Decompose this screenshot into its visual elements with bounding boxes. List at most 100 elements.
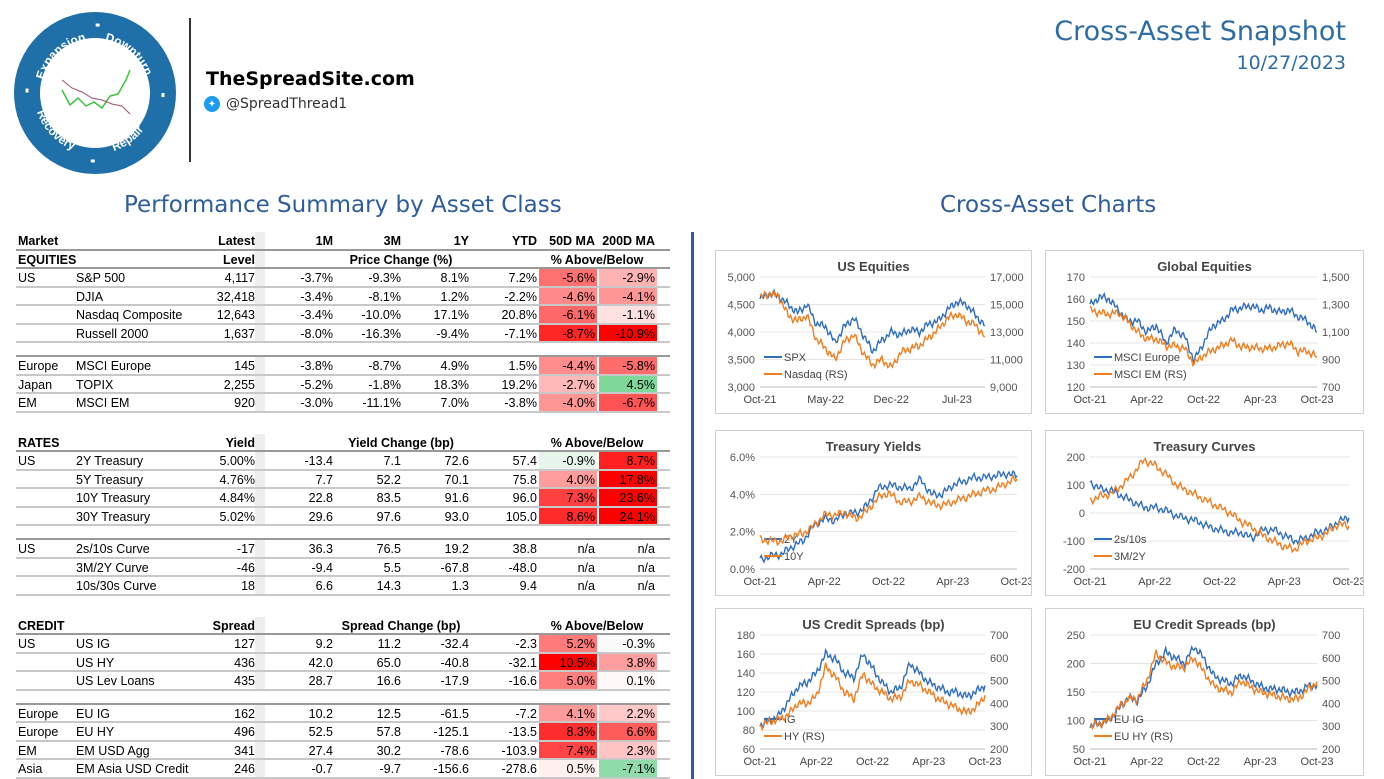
y-tick-left: 4,000: [727, 327, 755, 339]
y-tick-left: -200: [1063, 564, 1085, 576]
row-ma50: 7.4%: [539, 741, 597, 758]
section-label: RATES: [18, 435, 60, 450]
site-name[interactable]: TheSpreadSite.com: [206, 68, 415, 90]
table-row: US 2s/10s Curve -17 36.3 76.5 19.2 38.8 n/a n/a: [16, 540, 670, 559]
chart-global-equities: Global Equities 120 130 140 150 160 170 700 900 1…: [1045, 250, 1364, 414]
row-ma50: 4.0%: [539, 470, 597, 487]
col-gap: [255, 540, 265, 557]
level-label: Spread: [212, 618, 255, 633]
row-ytd: -7.2: [515, 706, 537, 721]
row-ytd: 9.4: [519, 579, 537, 593]
y-tick-left: 60: [743, 744, 755, 756]
series-line-3m-2y: [1089, 457, 1350, 554]
row-market: EM: [18, 743, 37, 758]
table-row: US US IG 127 9.2 11.2 -32.4 -2.3 5.2% -0.3%: [16, 635, 670, 654]
table-row: 30Y Treasury 5.02% 29.6 97.6 93.0 105.0 8.6% 24…: [16, 507, 670, 526]
row-market: [16, 508, 76, 525]
row-ytd: 105.0: [505, 509, 537, 524]
legend-label: 10Y: [784, 551, 804, 563]
row-ma50: -8.7%: [539, 324, 597, 341]
legend-label: 3M/2Y: [1114, 551, 1146, 563]
row-c1y: -67.8: [440, 560, 470, 575]
row-name: EU HY: [76, 725, 115, 739]
y-tick-right: 400: [990, 698, 1008, 710]
row-market: Europe: [18, 725, 59, 739]
row-c1y: 93.0: [444, 509, 469, 524]
row-c3m: 52.2: [376, 472, 401, 487]
y-tick-left: 120: [737, 687, 755, 699]
col-gap: [255, 489, 265, 506]
row-c1y: 91.6: [444, 491, 469, 505]
row-c1m: 6.6: [315, 579, 333, 593]
row-name: S&P 500: [76, 271, 126, 285]
row-latest: 4.76%: [219, 472, 255, 487]
col-gap: [255, 741, 265, 758]
x-tick: Oct-23: [1300, 394, 1333, 406]
change-label: Price Change (%): [349, 252, 453, 267]
chart-title: Treasury Curves: [1154, 439, 1256, 454]
twitter-handle[interactable]: ✦ @SpreadThread1: [204, 96, 347, 112]
row-latest: 4.84%: [219, 491, 255, 505]
row-c1m: 9.2: [315, 637, 333, 651]
section-label: EQUITIES: [18, 252, 77, 267]
row-ytd: -2.2%: [504, 289, 537, 304]
x-tick: Oct-21: [1073, 756, 1106, 768]
row-ma200: -6.7%: [599, 394, 657, 411]
row-c3m: 65.0: [376, 655, 401, 670]
table-row: 10s/30s Curve 18 6.6 14.3 1.3 9.4 n/a n/a: [16, 577, 670, 596]
col-gap: [255, 760, 265, 777]
table-row: EM EM USD Agg 341 27.4 30.2 -78.6 -103.9 7.4% 2.…: [16, 741, 670, 760]
row-ytd: 96.0: [512, 491, 537, 505]
twitter-icon: ✦: [204, 96, 220, 112]
x-tick: Apr-23: [936, 576, 969, 588]
row-ma50: n/a: [539, 540, 597, 557]
row-c1m: 42.0: [308, 655, 333, 670]
col-gap: [255, 287, 265, 304]
row-ma200: 24.1%: [599, 507, 657, 524]
row-c1m: 27.4: [308, 743, 333, 758]
logo-business-cycle: Expansion Downturn Repair Recovery: [14, 12, 176, 174]
table-row: 3M/2Y Curve -46 -9.4 5.5 -67.8 -48.0 n/a n/a: [16, 558, 670, 577]
row-latest: 496: [234, 725, 255, 739]
row-c1m: 10.2: [308, 706, 333, 721]
group-spacer: [16, 526, 670, 540]
row-name: 30Y Treasury: [76, 509, 151, 524]
table-row: US S&P 500 4,117 -3.7% -9.3% 8.1% 7.2% -5.6% -2.…: [16, 269, 670, 288]
series-line-msci-em-rs-: [1089, 305, 1318, 367]
row-latest: 920: [234, 396, 255, 410]
x-tick: Jul-23: [942, 394, 972, 406]
row-name: US Lev Loans: [76, 674, 155, 688]
y-tick-left: 0: [1079, 508, 1085, 520]
row-c1m: -8.0%: [300, 326, 333, 341]
chart-treasury-curves: Treasury Curves -200 -100 0 100 200 Oct-21 Apr-…: [1045, 430, 1364, 596]
y-tick-left: 160: [1067, 294, 1085, 306]
row-latest: 435: [234, 674, 255, 688]
chart-treasury-yields: Treasury Yields 0.0% 2.0% 4.0% 6.0% Oct-21 Apr…: [715, 430, 1032, 596]
y-tick-right: 15,000: [990, 300, 1024, 312]
row-market: US: [18, 454, 36, 468]
row-c3m: 16.6: [376, 674, 401, 688]
legend-label: Nasdaq (RS): [784, 369, 848, 381]
y-tick-right: 700: [990, 630, 1008, 642]
row-market: [16, 325, 76, 342]
table-row: Europe EU HY 496 52.5 57.8 -125.1 -13.5 8.3% 6.6…: [16, 723, 670, 742]
row-name: US HY: [76, 655, 115, 670]
row-ytd: -16.6: [508, 674, 538, 688]
row-name: MSCI EM: [76, 396, 130, 410]
row-c1m: 36.3: [308, 542, 333, 556]
y-tick-left: 4.0%: [730, 489, 755, 501]
x-tick: Oct-23: [968, 756, 1001, 768]
legend-label: HY (RS): [784, 731, 825, 743]
y-tick-right: 11,000: [990, 355, 1023, 367]
row-c3m: 83.5: [376, 491, 401, 505]
col-market: Market: [18, 234, 59, 248]
chart-title: US Equities: [837, 259, 909, 274]
row-c1y: 18.3%: [433, 377, 469, 392]
row-ytd: 20.8%: [501, 308, 537, 322]
series-line-eu-hy-rs-: [1089, 649, 1318, 731]
performance-section-title: Performance Summary by Asset Class: [124, 192, 562, 218]
row-market: Asia: [18, 762, 43, 776]
table-row: Japan TOPIX 2,255 -5.2% -1.8% 18.3% 19.2% -2.7%…: [16, 375, 670, 394]
col-gap: [255, 324, 265, 341]
row-c1m: 22.8: [308, 491, 333, 505]
